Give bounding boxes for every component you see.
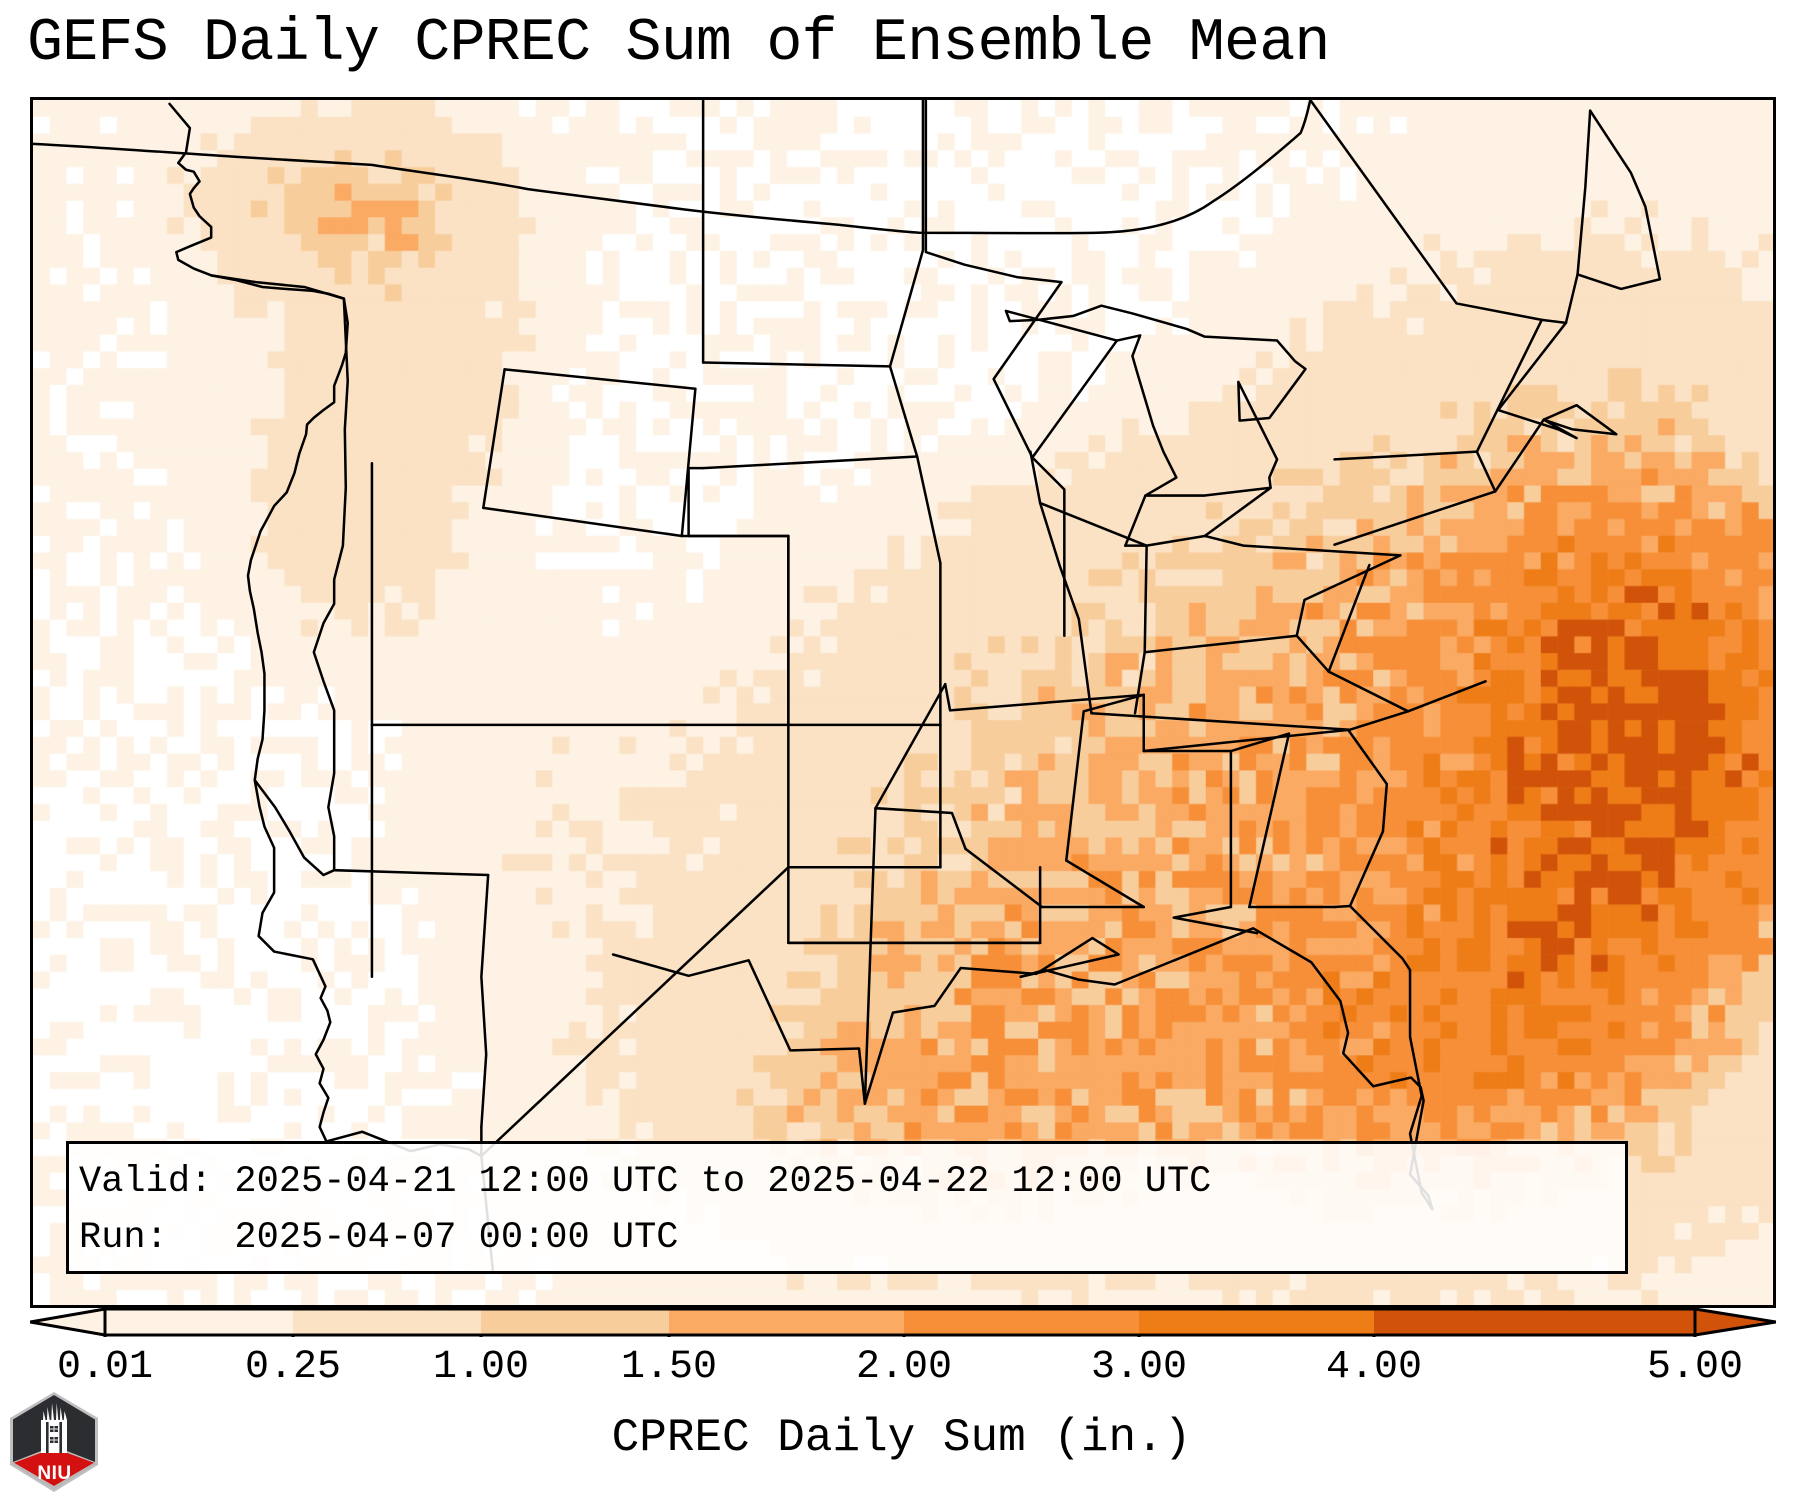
svg-text:NIU: NIU bbox=[37, 1463, 71, 1484]
